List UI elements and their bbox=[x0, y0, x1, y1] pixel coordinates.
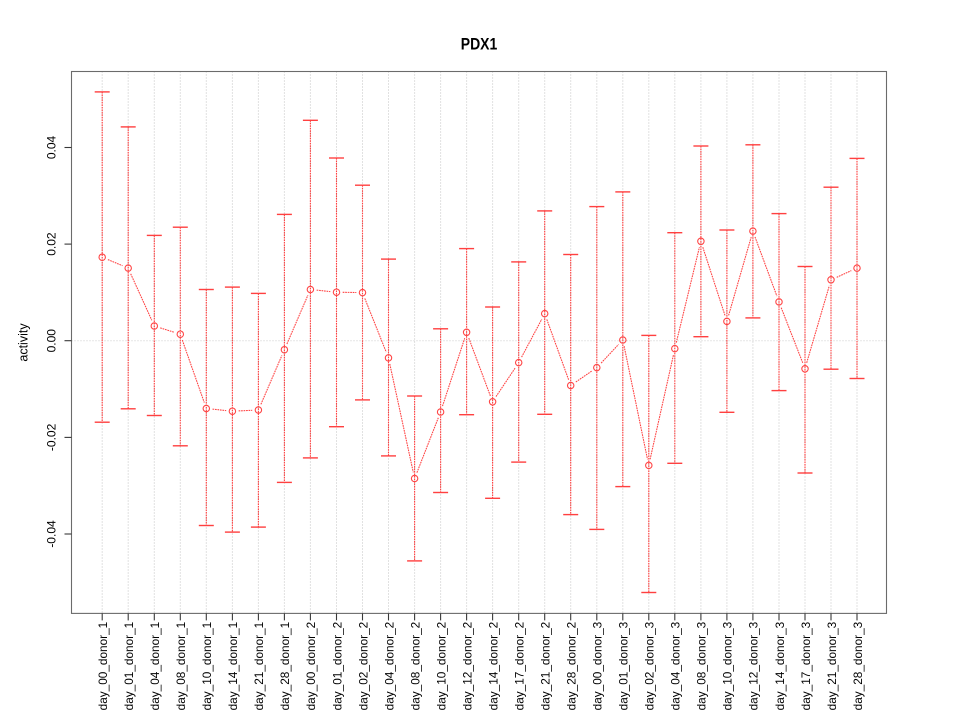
svg-text:day_01_donor_3: day_01_donor_3 bbox=[617, 621, 631, 710]
svg-text:day_08_donor_1: day_08_donor_1 bbox=[174, 622, 188, 711]
svg-text:day_21_donor_2: day_21_donor_2 bbox=[539, 622, 553, 711]
svg-text:day_28_donor_2: day_28_donor_2 bbox=[565, 622, 579, 711]
svg-text:-0.04: -0.04 bbox=[45, 520, 59, 548]
svg-text:activity: activity bbox=[16, 323, 30, 362]
svg-text:day_14_donor_2: day_14_donor_2 bbox=[486, 622, 500, 711]
svg-text:day_12_donor_3: day_12_donor_3 bbox=[747, 621, 761, 710]
svg-text:day_28_donor_1: day_28_donor_1 bbox=[278, 622, 292, 711]
svg-text:day_17_donor_2: day_17_donor_2 bbox=[513, 622, 527, 711]
svg-text:day_02_donor_3: day_02_donor_3 bbox=[643, 621, 657, 710]
svg-text:day_08_donor_2: day_08_donor_2 bbox=[408, 622, 422, 711]
svg-text:day_00_donor_2: day_00_donor_2 bbox=[304, 622, 318, 711]
svg-text:day_04_donor_2: day_04_donor_2 bbox=[382, 622, 396, 711]
svg-text:day_10_donor_1: day_10_donor_1 bbox=[200, 622, 214, 711]
svg-text:day_04_donor_3: day_04_donor_3 bbox=[669, 621, 683, 710]
svg-text:day_01_donor_2: day_01_donor_2 bbox=[330, 622, 344, 711]
svg-text:day_28_donor_3: day_28_donor_3 bbox=[851, 621, 865, 710]
svg-text:day_10_donor_3: day_10_donor_3 bbox=[721, 621, 735, 710]
svg-text:0.02: 0.02 bbox=[45, 232, 59, 256]
svg-text:0.04: 0.04 bbox=[45, 135, 59, 159]
svg-text:-0.02: -0.02 bbox=[45, 423, 59, 451]
svg-text:day_08_donor_3: day_08_donor_3 bbox=[695, 621, 709, 710]
svg-text:day_14_donor_3: day_14_donor_3 bbox=[773, 621, 787, 710]
svg-text:day_14_donor_1: day_14_donor_1 bbox=[226, 622, 240, 711]
svg-text:day_17_donor_3: day_17_donor_3 bbox=[799, 621, 813, 710]
svg-text:day_00_donor_1: day_00_donor_1 bbox=[96, 622, 110, 711]
svg-text:0.00: 0.00 bbox=[45, 329, 59, 353]
svg-text:day_01_donor_1: day_01_donor_1 bbox=[122, 622, 136, 711]
svg-text:day_02_donor_2: day_02_donor_2 bbox=[356, 622, 370, 711]
svg-text:day_10_donor_2: day_10_donor_2 bbox=[434, 622, 448, 711]
svg-text:day_21_donor_3: day_21_donor_3 bbox=[825, 621, 839, 710]
svg-text:day_04_donor_1: day_04_donor_1 bbox=[148, 622, 162, 711]
svg-text:day_12_donor_2: day_12_donor_2 bbox=[460, 622, 474, 711]
svg-text:day_21_donor_1: day_21_donor_1 bbox=[252, 622, 266, 711]
svg-text:day_00_donor_3: day_00_donor_3 bbox=[591, 621, 605, 710]
svg-text:PDX1: PDX1 bbox=[461, 34, 498, 53]
